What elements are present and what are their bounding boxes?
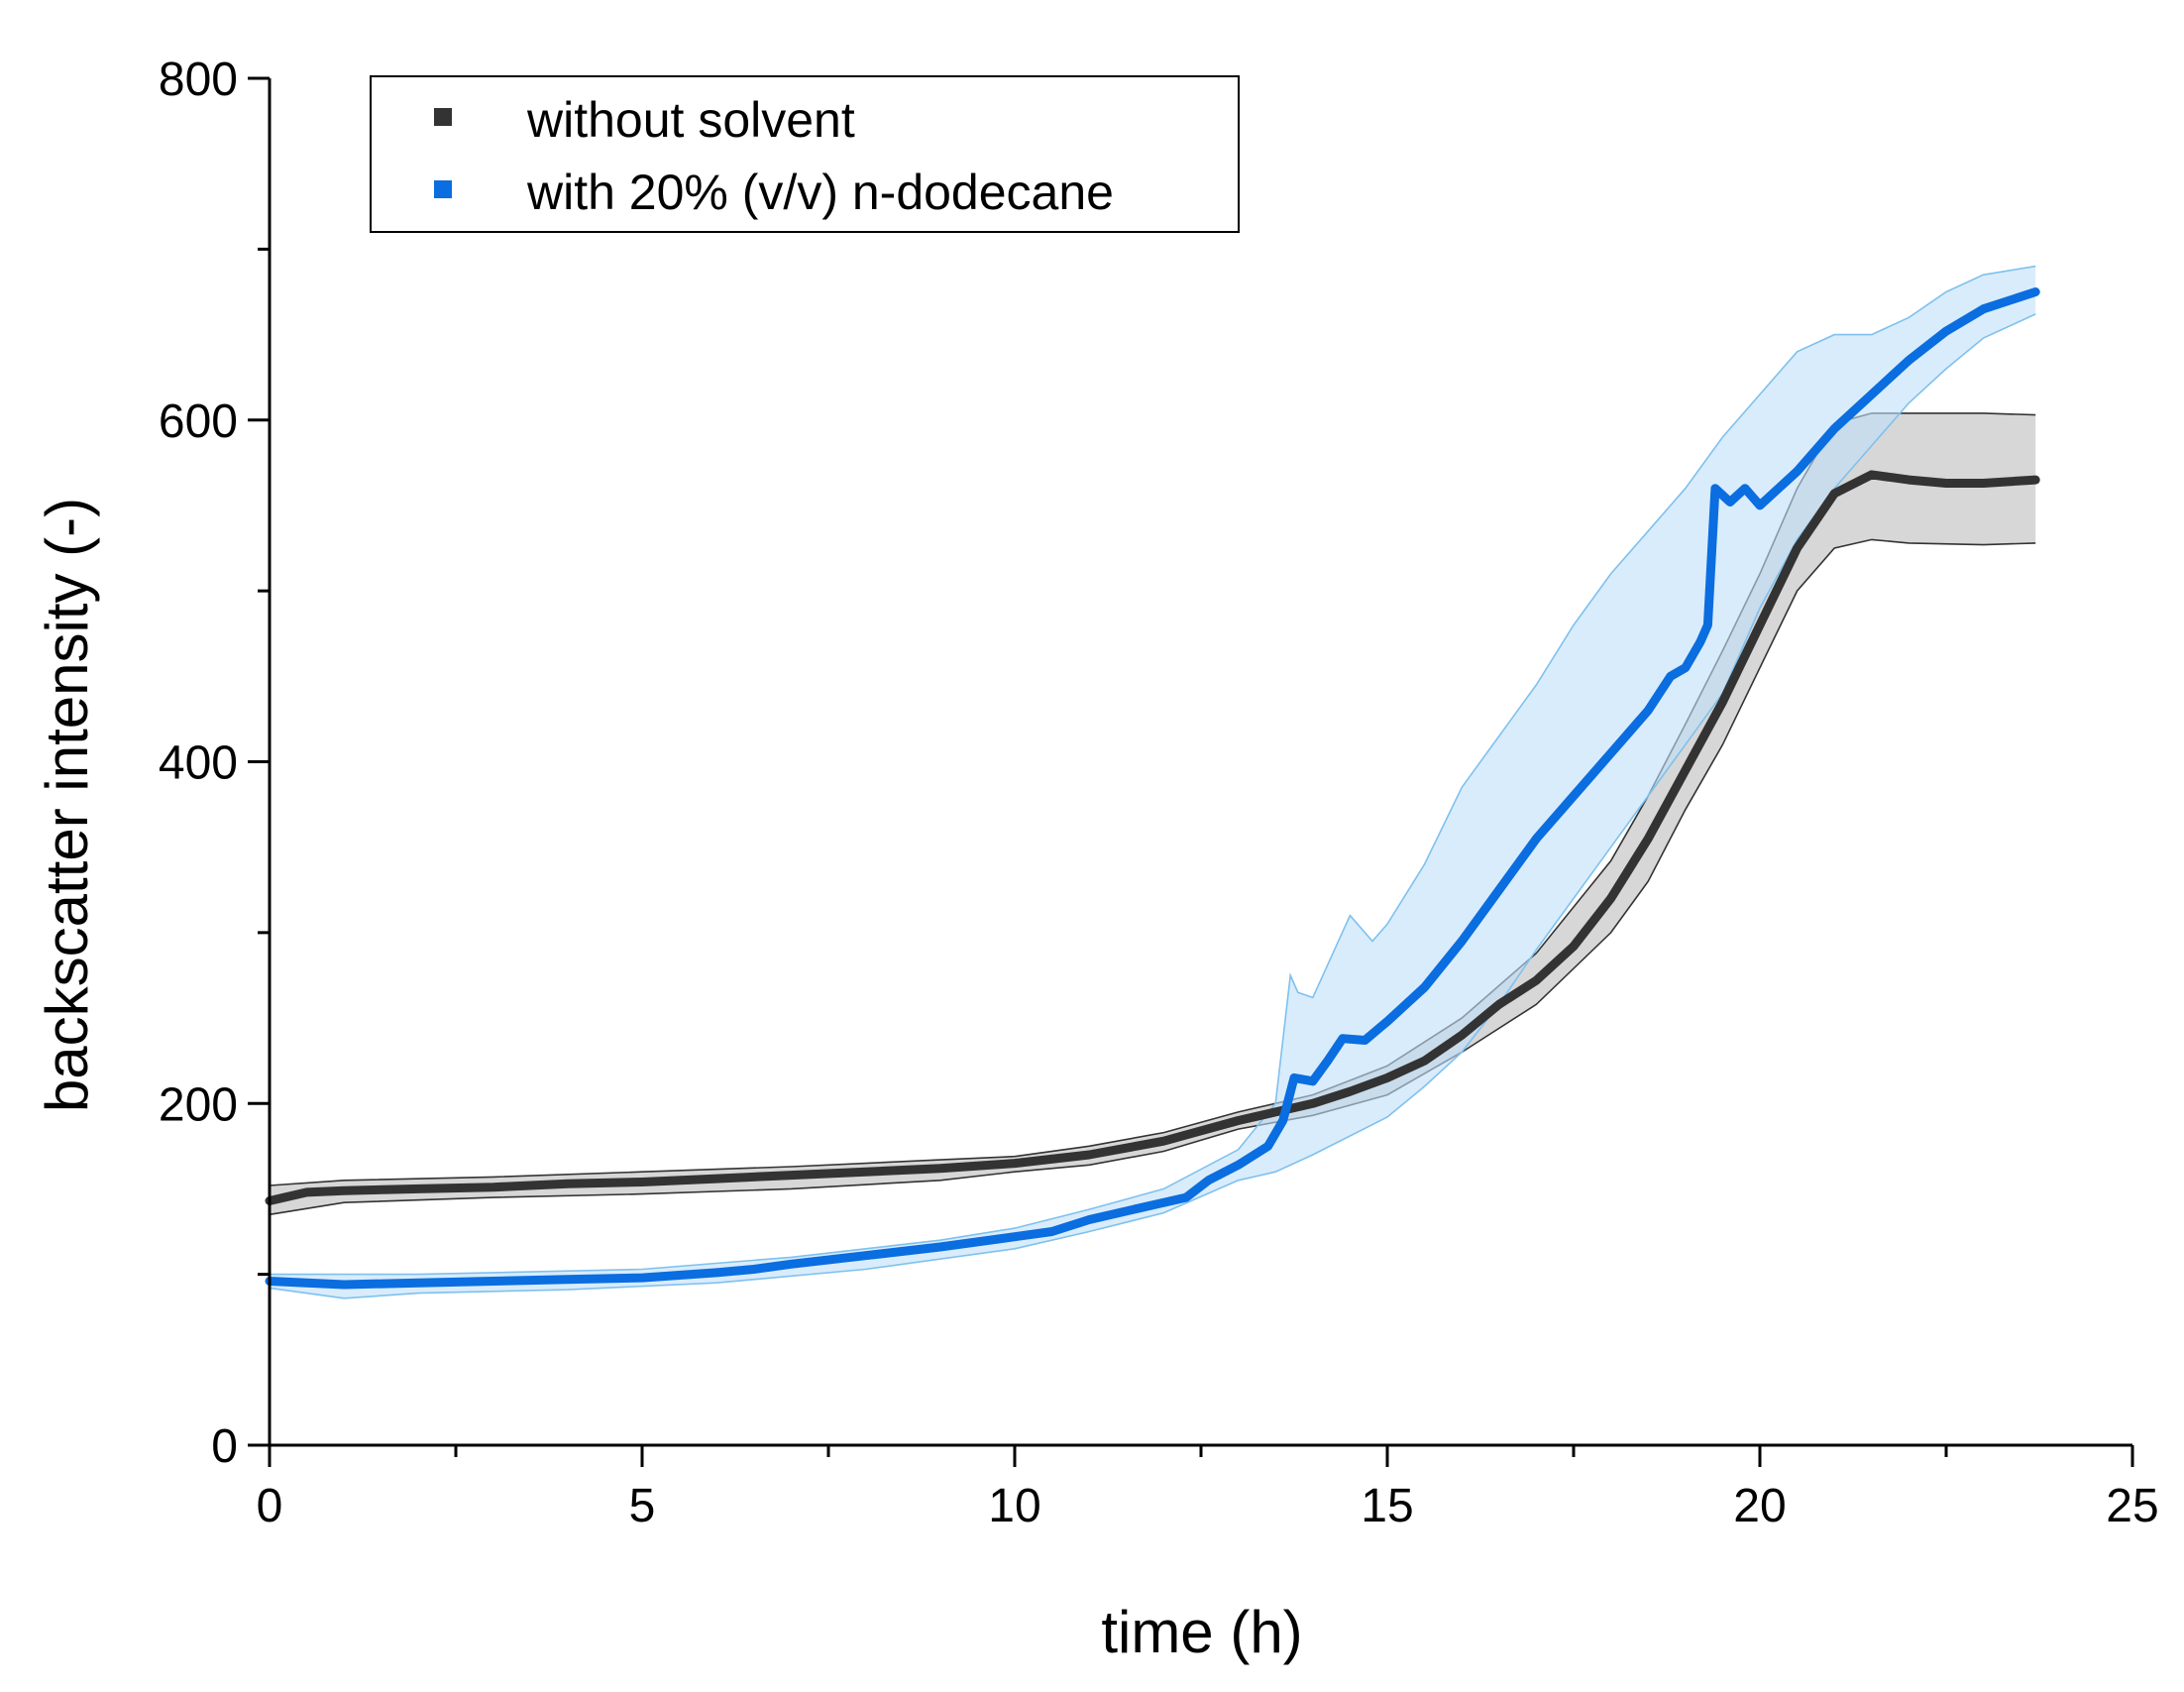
axes <box>268 78 2132 1447</box>
x-tick-label: 5 <box>629 1480 656 1532</box>
x-tick-label: 25 <box>2106 1480 2158 1532</box>
y-axis-title: backscatter intensity (-) <box>34 498 100 1112</box>
series-line-1 <box>265 287 2040 1290</box>
band-upper-edge-1 <box>270 265 2036 1276</box>
x-tick-label: 0 <box>257 1480 283 1532</box>
series-lines <box>265 287 2040 1290</box>
y-tick-label: 200 <box>159 1078 238 1131</box>
x-tick-label: 20 <box>1733 1480 1786 1532</box>
legend-box <box>370 75 1240 233</box>
axis-ticks: 0 5 10 15 20 25 0 200 400 600 800 <box>159 54 2159 1532</box>
x-axis-title: time (h) <box>1101 1599 1302 1665</box>
band-lower-edge-1 <box>269 313 2036 1299</box>
band-1 <box>270 266 2036 1298</box>
confidence-bands <box>269 265 2036 1299</box>
x-tick-label: 15 <box>1361 1480 1413 1532</box>
series-line-0 <box>265 470 2040 1205</box>
x-tick-label: 10 <box>988 1480 1040 1532</box>
legend: without solvent with 20% (v/v) n-dodecan… <box>370 75 1240 233</box>
legend-swatch-without-solvent <box>434 108 452 126</box>
y-tick-label: 800 <box>159 54 238 106</box>
y-tick-label: 400 <box>159 737 238 790</box>
legend-swatch-with-dodecane <box>434 180 452 198</box>
legend-label-without-solvent: without solvent <box>526 92 855 148</box>
y-tick-label: 0 <box>211 1420 238 1473</box>
y-tick-label: 600 <box>159 395 238 448</box>
legend-label-with-dodecane: with 20% (v/v) n-dodecane <box>526 165 1114 220</box>
